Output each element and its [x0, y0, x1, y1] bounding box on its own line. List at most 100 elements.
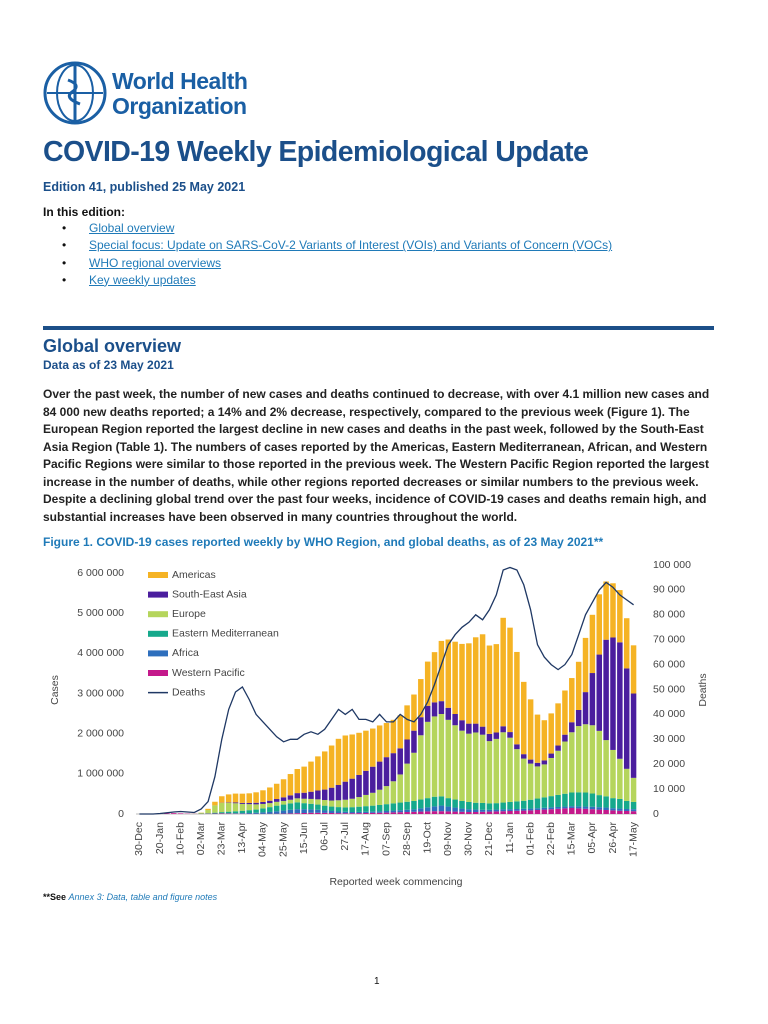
bar-segment: [342, 781, 349, 800]
bar-segment: [479, 734, 486, 803]
bar-segment: [308, 803, 314, 810]
bar-segment: [596, 809, 602, 814]
bar-segment: [582, 692, 589, 725]
bar-segment: [349, 813, 355, 814]
bar-segment: [486, 741, 493, 804]
bar-segment: [267, 811, 273, 814]
bar-segment: [596, 730, 602, 796]
bar-segment: [569, 732, 575, 793]
x-tick-label: 15-Jun: [298, 822, 310, 854]
bar-segment: [301, 812, 307, 814]
bar-segment: [308, 761, 314, 792]
y-axis-title: Cases: [49, 675, 61, 705]
bar-segment: [253, 809, 259, 813]
bar-segment: [390, 781, 397, 804]
y2-tick-label: 40 000: [653, 708, 685, 720]
legend-label: South-East Asia: [172, 588, 247, 600]
bar-segment: [411, 800, 417, 810]
bar-segment: [493, 644, 500, 733]
bar-segment: [500, 726, 506, 733]
y2-tick-label: 20 000: [653, 758, 685, 770]
bar-segment: [363, 806, 369, 812]
bar-segment: [582, 792, 589, 807]
contents-link[interactable]: Special focus: Update on SARS-CoV-2 Vari…: [89, 238, 613, 253]
bar-segment: [390, 810, 397, 813]
bar-segment: [541, 807, 548, 810]
bar-segment: [356, 797, 362, 807]
x-tick-label: 30-Nov: [463, 821, 475, 856]
bar-segment: [253, 812, 259, 814]
bar-segment: [253, 792, 259, 803]
bar-segment: [205, 810, 211, 814]
bar-segment: [232, 793, 239, 803]
bar-segment: [617, 810, 623, 814]
bar-segment: [493, 803, 500, 810]
bar-segment: [589, 725, 596, 794]
bar-segment: [562, 741, 568, 794]
bar-segment: [273, 783, 280, 800]
legend-label: Africa: [172, 647, 199, 659]
bar-segment: [212, 812, 218, 814]
contents-label: In this edition:: [43, 205, 125, 219]
bar-segment: [246, 802, 252, 805]
bar-segment: [527, 799, 534, 809]
bar-segment: [472, 809, 479, 812]
bar-segment: [397, 715, 403, 749]
bar-segment: [514, 810, 520, 814]
bar-segment: [630, 801, 637, 810]
bar-segment: [287, 795, 294, 800]
bar-segment: [555, 750, 561, 795]
section-date: Data as of 23 May 2021: [43, 358, 174, 372]
bar-segment: [273, 805, 280, 812]
bar-segment: [603, 807, 609, 810]
bar-segment: [404, 763, 410, 802]
bar-segment: [411, 694, 417, 731]
contents-link[interactable]: WHO regional overviews: [89, 255, 222, 270]
bar-segment: [500, 802, 506, 810]
legend-label: Deaths: [172, 686, 205, 698]
bar-segment: [424, 798, 431, 808]
y2-tick-label: 60 000: [653, 658, 685, 670]
x-tick-label: 22-Feb: [545, 822, 557, 855]
bar-segment: [280, 800, 287, 805]
bar-segment: [219, 796, 225, 803]
bar-segment: [397, 748, 403, 775]
bar-segment: [507, 809, 513, 811]
x-tick-label: 27-Jul: [339, 822, 351, 851]
bar-segment: [273, 811, 280, 814]
bar-segment: [260, 808, 266, 813]
y2-tick-label: 80 000: [653, 609, 685, 621]
bar-segment: [596, 795, 602, 808]
contents-item: Key weekly updates: [62, 273, 612, 290]
bar-segment: [562, 734, 568, 742]
bar-segment: [431, 806, 438, 812]
bar-segment: [514, 749, 520, 802]
footnote-link[interactable]: Annex 3: Data, table and figure notes: [68, 892, 218, 902]
contents-link[interactable]: Key weekly updates: [89, 272, 196, 287]
bar-segment: [630, 645, 637, 694]
edition: Edition 41, published 25 May 2021: [43, 180, 246, 194]
contents-link[interactable]: Global overview: [89, 221, 175, 235]
bar-segment: [472, 723, 479, 733]
bar-segment: [294, 793, 301, 799]
bar-segment: [617, 590, 623, 643]
bar-segment: [562, 690, 568, 735]
x-tick-label: 17-Aug: [360, 822, 372, 856]
x-tick-label: 25-May: [277, 821, 289, 857]
bar-segment: [328, 745, 335, 788]
bar-segment: [452, 799, 458, 808]
bar-segment: [260, 803, 266, 809]
y-tick-label: 4 000 000: [77, 647, 124, 659]
bar-segment: [452, 807, 458, 812]
y-tick-label: 5 000 000: [77, 607, 124, 619]
bar-segment: [630, 693, 637, 778]
y2-tick-label: 70 000: [653, 633, 685, 645]
bar-segment: [555, 794, 561, 807]
bar-segment: [280, 797, 287, 801]
bar-segment: [363, 812, 369, 814]
bar-segment: [514, 801, 520, 809]
y2-tick-label: 10 000: [653, 783, 685, 795]
bar-segment: [534, 808, 541, 810]
bar-segment: [301, 792, 307, 799]
logo-line: World Health: [112, 68, 248, 94]
